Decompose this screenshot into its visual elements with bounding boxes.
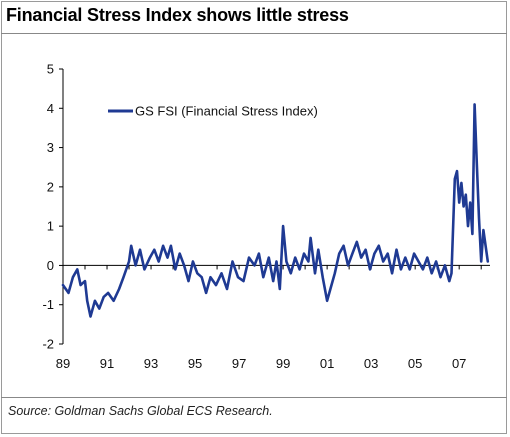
source-note: Source: Goldman Sachs Global ECS Researc… — [8, 404, 273, 418]
y-tick-label: 3 — [47, 140, 54, 155]
x-tick-label: 01 — [320, 356, 334, 371]
y-tick-label: -2 — [42, 337, 54, 352]
x-tick-label: 91 — [100, 356, 114, 371]
legend-label: GS FSI (Financial Stress Index) — [135, 104, 318, 119]
y-tick-label: 2 — [47, 179, 54, 194]
y-tick-label: -1 — [42, 297, 54, 312]
series-layer — [61, 103, 490, 318]
y-tick-label: 5 — [47, 62, 54, 77]
x-tick-label: 93 — [144, 356, 158, 371]
chart-title: Financial Stress Index shows little stre… — [6, 5, 349, 25]
series-line — [61, 103, 490, 318]
y-tick-label: 1 — [47, 219, 54, 234]
source-divider — [1, 397, 507, 398]
y-tick-label: 0 — [47, 258, 54, 273]
x-tick-label: 07 — [452, 356, 466, 371]
x-tick-label: 03 — [364, 356, 378, 371]
legend: GS FSI (Financial Stress Index) — [108, 104, 318, 119]
x-tick-label: 99 — [276, 356, 290, 371]
x-tick-label: 97 — [232, 356, 246, 371]
y-tick-label: 4 — [47, 101, 54, 116]
title-divider — [1, 33, 507, 34]
x-tick-label: 05 — [408, 356, 422, 371]
x-tick-label: 95 — [188, 356, 202, 371]
x-tick-label: 89 — [56, 356, 70, 371]
